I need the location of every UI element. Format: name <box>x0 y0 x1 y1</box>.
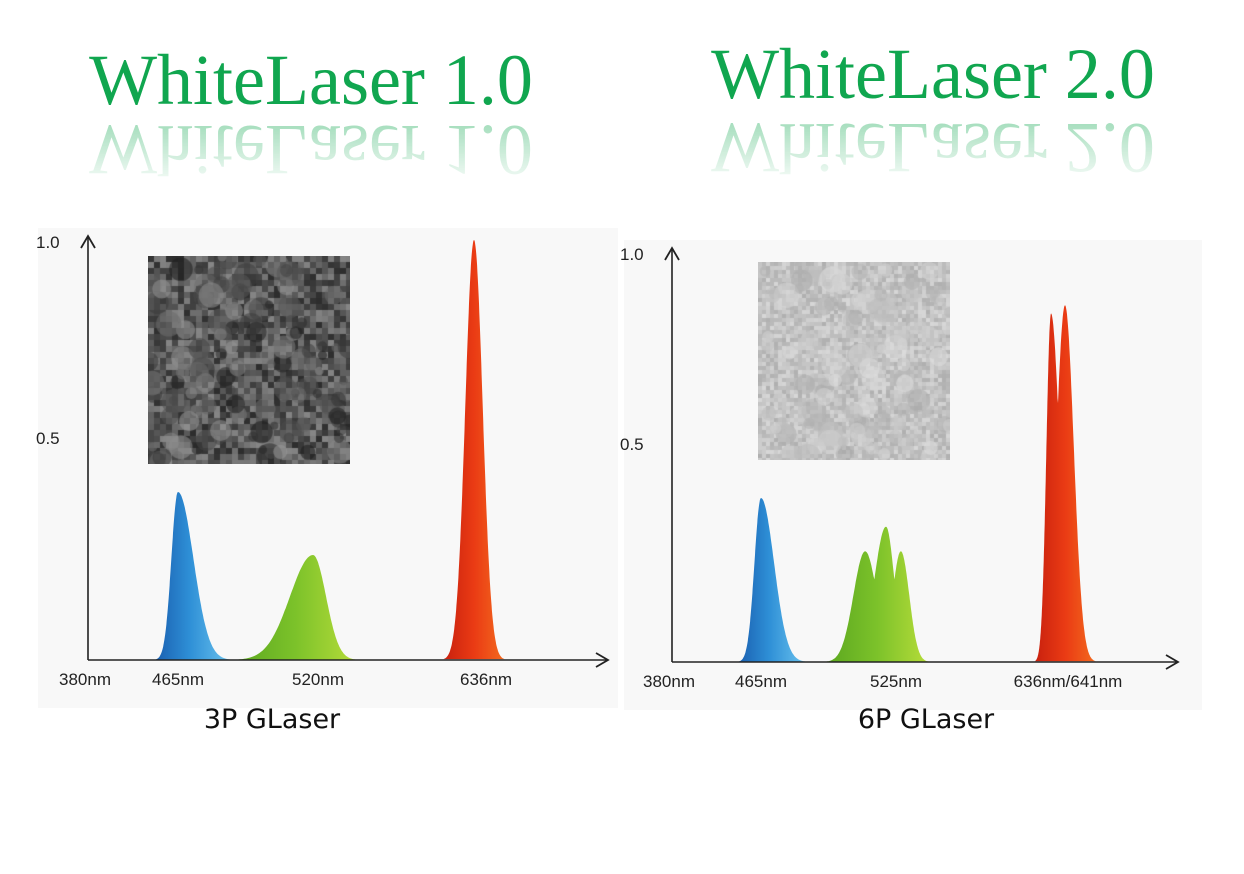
spectrum-peak-blue <box>738 498 807 662</box>
x-axis-arrow-icon <box>1165 654 1180 670</box>
x-tick-label: 636nm <box>460 670 512 689</box>
spectrum-peak-blue <box>154 492 232 660</box>
panel-title-wrap: WhiteLaser 1.0 <box>0 40 622 120</box>
panel-title-wrap: WhiteLaser 2.0 <box>622 34 1244 114</box>
x-tick-label: 636nm/641nm <box>1014 672 1123 691</box>
panel-whitelaser-2: WhiteLaser 2.0 WhiteLaser 2.0 1.0 0.5 380n… <box>620 0 1244 874</box>
speckle-inset-light <box>758 262 950 460</box>
y-tick-label: 1.0 <box>36 233 60 252</box>
spectrum-chart-6p: 1.0 0.5 380nm 465nm 525nm 636nm/641nm <box>620 245 1180 691</box>
y-tick-label: 0.5 <box>620 435 644 454</box>
speckle-inset-dark <box>148 256 350 464</box>
x-axis-arrow-icon <box>595 652 610 668</box>
y-tick-label: 0.5 <box>36 429 60 448</box>
y-axis-arrow-icon <box>80 234 96 249</box>
x-tick-label: 380nm <box>643 672 695 691</box>
panel-title: WhiteLaser 1.0 <box>89 40 533 120</box>
x-tick-label: 520nm <box>292 670 344 689</box>
x-tick-label: 465nm <box>152 670 204 689</box>
y-tick-label: 1.0 <box>620 245 644 264</box>
chart-caption: 6P GLaser <box>857 704 995 735</box>
x-tick-label: 525nm <box>870 672 922 691</box>
spectrum-peak-red <box>443 240 505 660</box>
x-tick-label: 465nm <box>735 672 787 691</box>
spectrum-chart-3p: 1.0 0.5 380nm 465nm 520nm 636nm <box>36 233 610 689</box>
x-tick-label: 380nm <box>59 670 111 689</box>
spectrum-peak-green <box>823 526 931 662</box>
spectrum-peak-red <box>1034 305 1096 662</box>
panel-title: WhiteLaser 2.0 <box>711 34 1155 114</box>
y-axis-arrow-icon <box>664 246 680 261</box>
panel-whitelaser-1: WhiteLaser 1.0 WhiteLaser 1.0 1.0 0.5 380n… <box>0 40 622 735</box>
spectrum-peak-green <box>232 555 359 660</box>
chart-caption: 3P GLaser <box>203 704 341 735</box>
